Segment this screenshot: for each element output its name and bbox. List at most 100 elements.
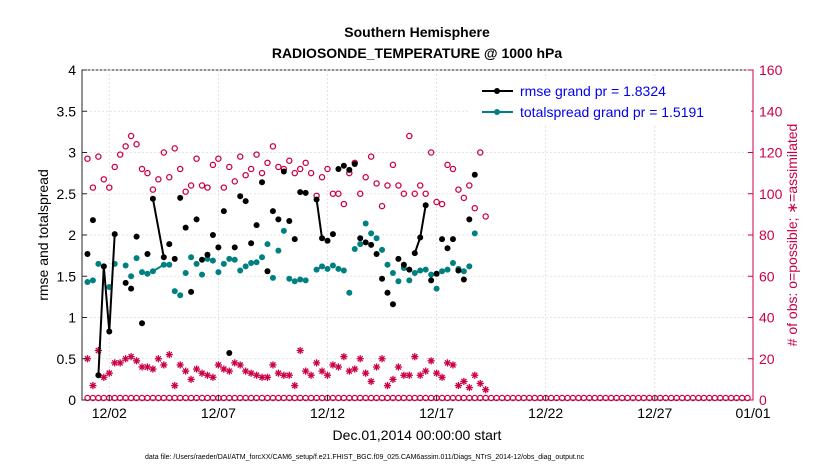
obs-assimilated-marker: [116, 359, 124, 367]
obs-assimilated-marker: [231, 359, 239, 367]
obs-possible-marker: [455, 186, 462, 193]
y2-tick-label: 120: [759, 145, 783, 161]
asterisk-stroke: [199, 370, 206, 377]
obs-zero-marker: [744, 394, 751, 402]
x-tick-label: 12/27: [637, 405, 672, 421]
obs-assimilated-marker: [291, 381, 299, 390]
obs-possible-marker: [476, 149, 484, 156]
rmse-marker: [406, 266, 413, 273]
obs-possible-marker: [296, 165, 304, 173]
spread-marker: [411, 269, 418, 276]
obs-possible-marker: [209, 161, 217, 169]
rmse-marker: [275, 216, 282, 223]
asterisk-stroke: [417, 372, 424, 379]
spread-marker: [286, 275, 293, 282]
legend-spread-label: totalspread grand pr = 1.5191: [520, 104, 704, 120]
x-tick-label: 12/02: [92, 405, 127, 421]
asterisk-stroke: [297, 347, 304, 354]
asterisk-stroke: [182, 368, 189, 375]
asterisk-stroke: [269, 361, 276, 368]
spread-marker: [128, 273, 135, 280]
obs-possible-marker: [247, 165, 255, 173]
obs-possible-marker: [182, 188, 189, 195]
asterisk-stroke: [111, 359, 118, 366]
asterisk-stroke: [166, 351, 173, 358]
obs-assimilated-marker: [105, 369, 113, 377]
obs-possible-marker: [427, 149, 435, 156]
rmse-marker: [449, 236, 456, 243]
obs-assimilated-marker: [454, 381, 463, 390]
asterisk-stroke: [160, 361, 167, 368]
rmse-marker: [182, 224, 189, 231]
obs-assimilated-marker: [203, 371, 212, 379]
obs-assimilated-marker: [307, 371, 315, 379]
obs-assimilated-marker: [302, 367, 310, 375]
asterisk-stroke: [400, 372, 407, 379]
rmse-marker: [329, 231, 336, 238]
obs-possible-marker: [433, 198, 440, 206]
asterisk-stroke: [351, 366, 358, 373]
obs-possible-marker: [187, 182, 195, 189]
obs-possible-marker: [100, 176, 108, 183]
obs-assimilated-marker: [220, 365, 228, 373]
obs-assimilated-marker: [263, 373, 272, 381]
x-tick-label: 12/22: [528, 405, 563, 421]
rmse-marker: [291, 236, 298, 243]
rmse-marker: [422, 202, 429, 209]
obs-possible-marker: [416, 182, 424, 189]
rmse-marker: [215, 244, 222, 251]
y-tick-label: 0: [68, 392, 76, 408]
rmse-marker: [177, 194, 184, 201]
x-tick-label: 12/12: [310, 405, 345, 421]
asterisk-stroke: [204, 372, 211, 379]
obs-possible-marker: [264, 159, 271, 167]
rmse-marker: [460, 276, 467, 283]
spread-marker: [242, 263, 249, 270]
asterisk-stroke: [242, 368, 249, 375]
obs-assimilated-marker: [242, 367, 250, 375]
asterisk-stroke: [482, 386, 489, 393]
spread-marker: [291, 278, 298, 285]
obs-possible-marker: [362, 173, 369, 181]
obs-possible-marker: [356, 190, 364, 197]
y-tick-label: 0.5: [57, 351, 77, 367]
spread-marker: [248, 260, 255, 267]
asterisk-stroke: [433, 370, 440, 377]
obs-assimilated-marker: [94, 346, 102, 355]
obs-possible-marker: [335, 190, 342, 197]
obs-assimilated-marker: [367, 377, 375, 386]
asterisk-stroke: [155, 355, 162, 362]
obs-possible-marker: [111, 163, 118, 171]
obs-assimilated-marker: [378, 355, 386, 363]
rmse-marker: [286, 217, 293, 224]
asterisk-stroke: [395, 363, 402, 371]
chart-subtitle: RADIOSONDE_TEMPERATURE @ 1000 hPa: [272, 45, 563, 61]
y2-tick-label: 100: [759, 186, 783, 202]
spread-marker: [182, 269, 189, 276]
asterisk-stroke: [439, 374, 446, 381]
y-tick-label: 2.5: [57, 186, 77, 202]
rmse-marker: [444, 245, 451, 252]
obs-possible-marker: [395, 182, 402, 189]
obs-assimilated-marker: [269, 361, 277, 369]
spread-marker: [389, 269, 396, 276]
spread-marker: [171, 288, 178, 295]
asterisk-stroke: [477, 380, 484, 387]
asterisk-stroke: [411, 353, 418, 360]
rmse-marker: [471, 171, 478, 178]
obs-possible-marker: [89, 184, 97, 191]
asterisk-stroke: [335, 363, 342, 371]
obs-assimilated-marker: [192, 365, 201, 373]
asterisk-stroke: [384, 382, 391, 389]
rmse-marker: [395, 255, 402, 262]
rmse-marker: [313, 196, 320, 203]
rmse-marker: [368, 241, 375, 248]
asterisk-stroke: [379, 355, 386, 362]
spread-marker: [280, 227, 287, 234]
rmse-marker: [89, 217, 96, 224]
rmse-marker: [84, 250, 91, 257]
plot-area: 12/02 12/07 12/12 12/17 12/22 12/27 01/0100.51…: [57, 62, 783, 421]
spread-marker: [466, 263, 473, 270]
spread-marker: [231, 256, 238, 263]
